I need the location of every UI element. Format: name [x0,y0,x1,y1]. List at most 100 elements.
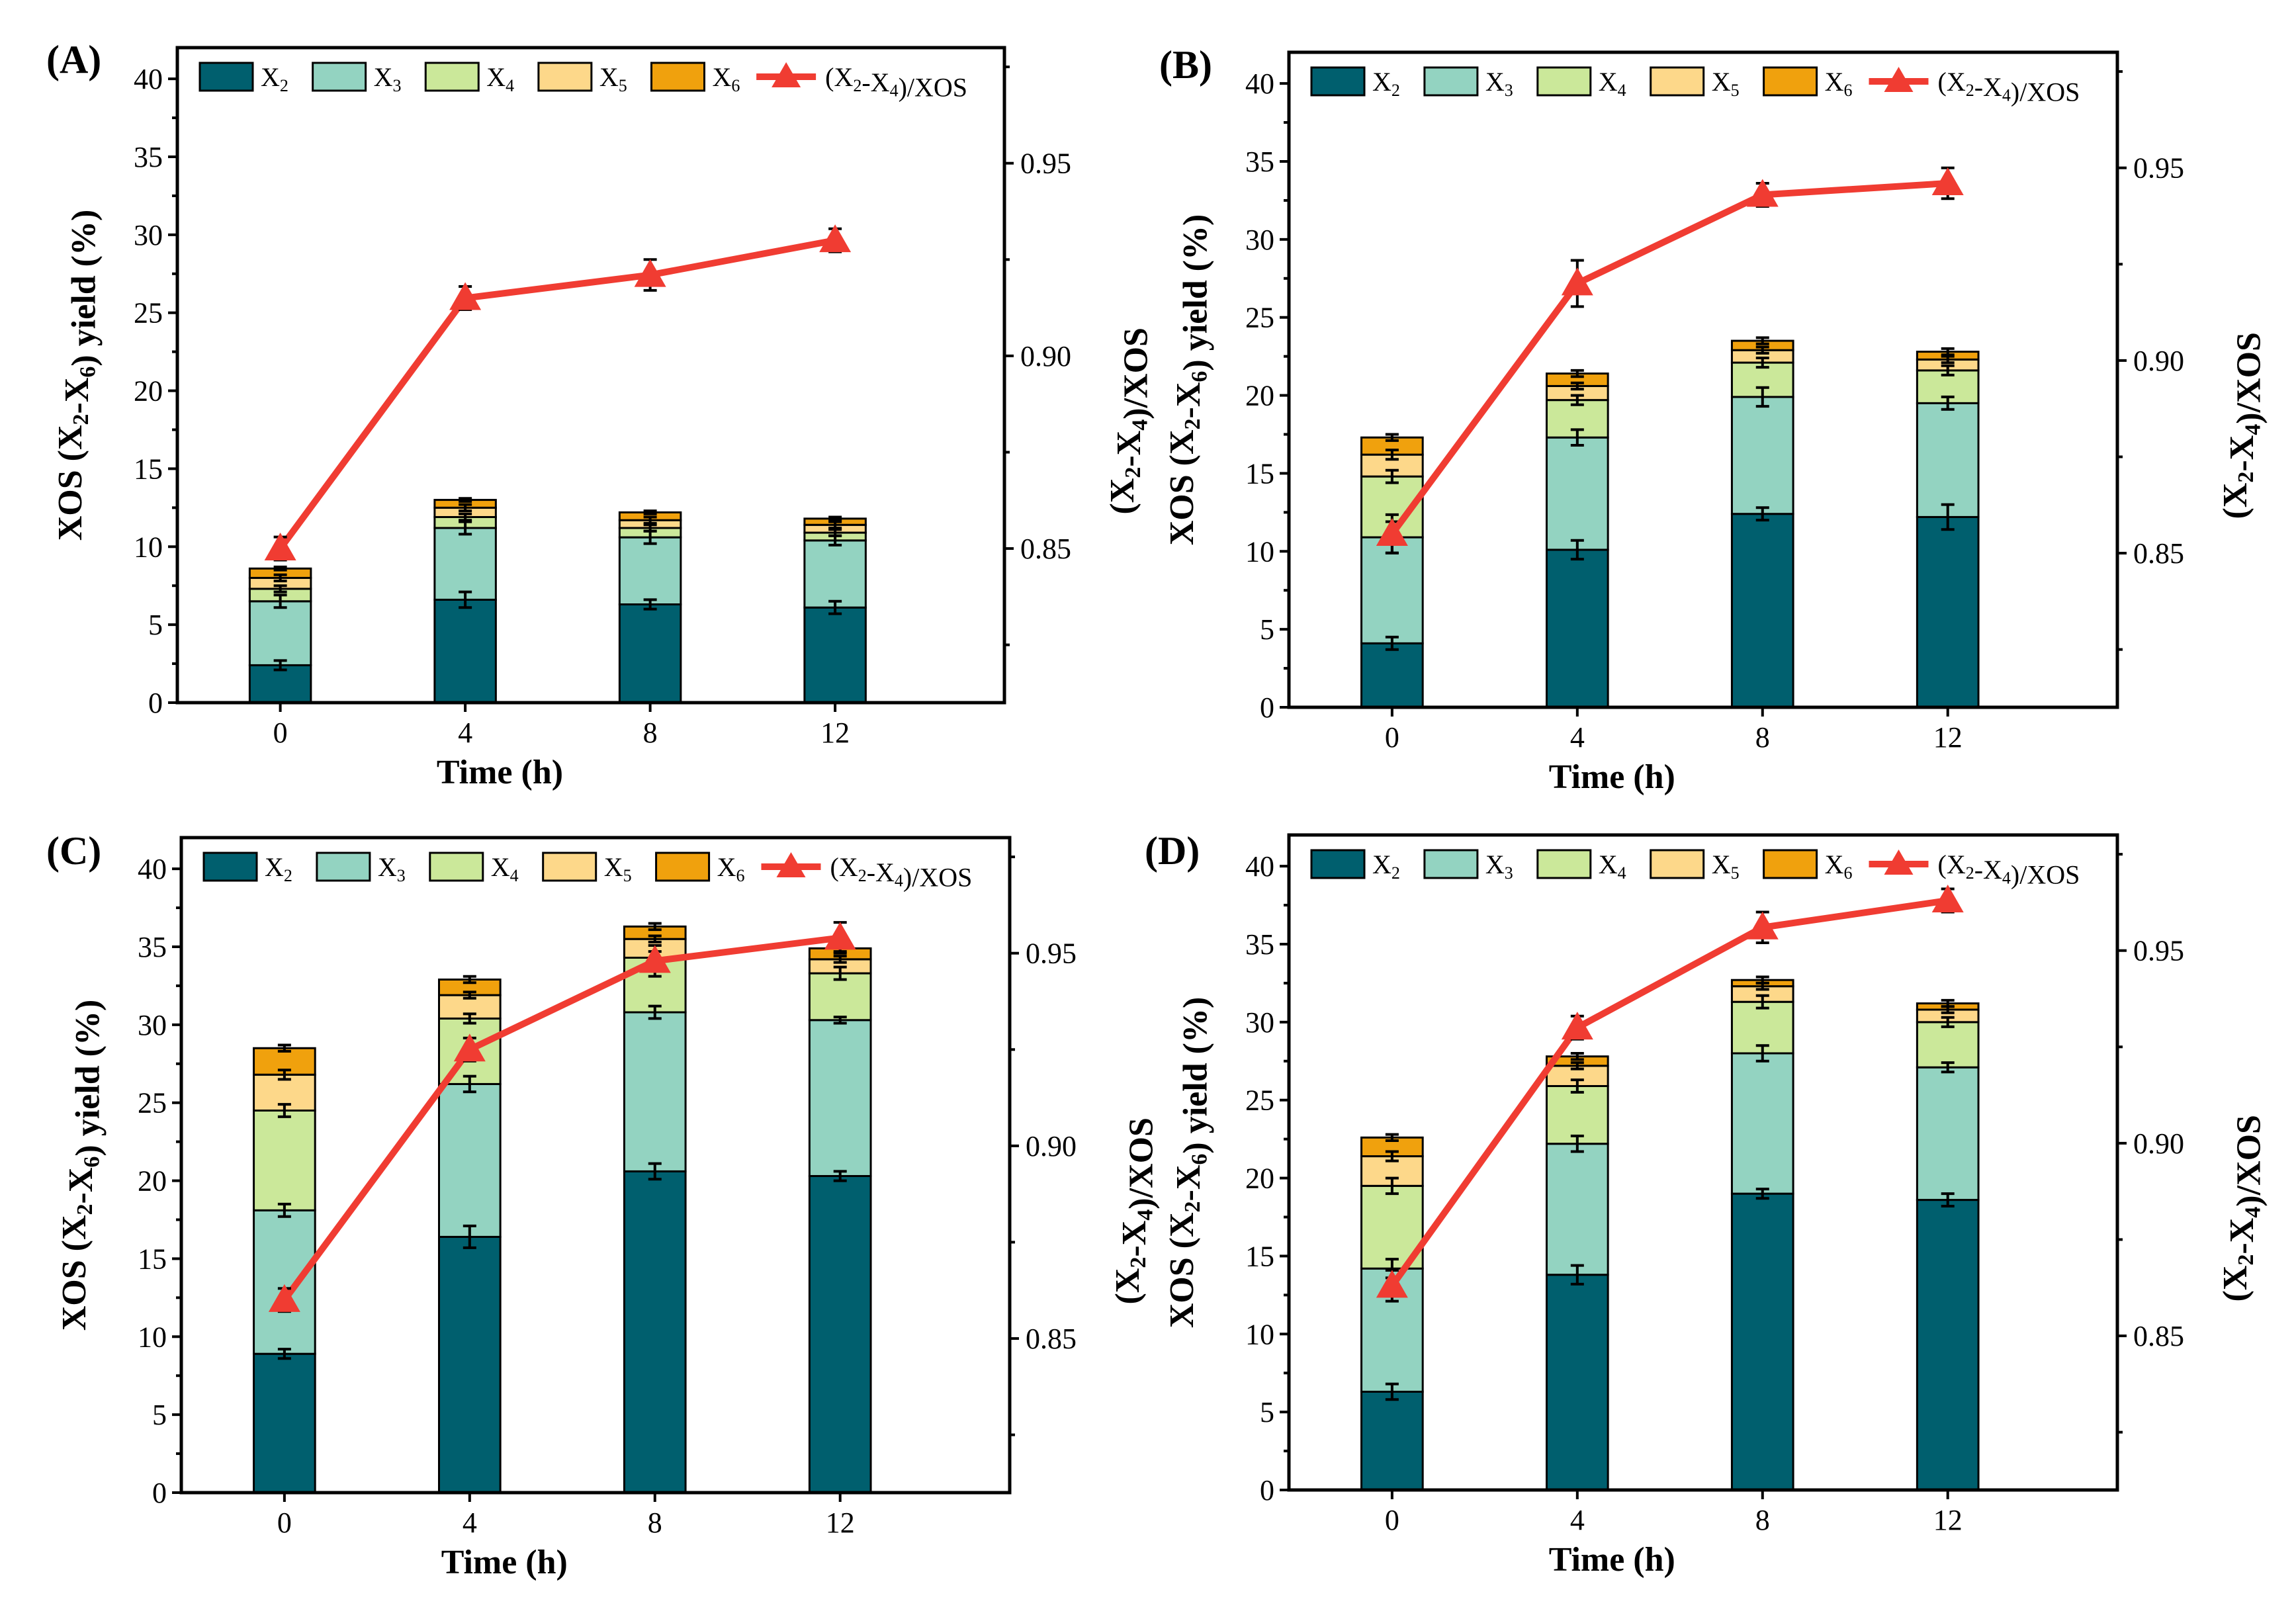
y-axis-title: XOS (X2-X6) yield (%) [52,210,103,541]
y-tick-label: 20 [1245,1162,1274,1195]
legend-ratio-marker [772,62,801,87]
bar-x3-t8 [618,536,682,606]
x-tick-label: 0 [1385,1504,1399,1536]
y-tick-label: 0 [1260,691,1274,724]
y-tick-label: 25 [134,297,163,329]
x-tick-label: 12 [820,717,850,749]
y-tick-label: 35 [1245,928,1274,961]
legend-label-x5: X5 [604,852,632,885]
x-tick-label: 4 [463,1507,477,1539]
bar-x2-t8 [1730,513,1794,709]
y-tick-label: 25 [1245,302,1274,334]
legend-label-x3: X3 [374,62,402,95]
x-tick-label: 8 [648,1507,662,1539]
x-tick-label: 0 [273,717,288,749]
ratio-line [277,237,836,551]
x-tick-label: 0 [1385,721,1399,754]
legend-label-x5: X5 [1712,67,1740,100]
legend-swatch-x6 [650,62,705,92]
ratio-marker-t12 [1931,167,1964,195]
x-tick-label: 4 [1570,721,1585,754]
y-tick-label: 15 [1245,1240,1274,1272]
bar-x3-t4 [1545,1143,1609,1276]
x-tick-label: 12 [826,1507,855,1539]
bar-x3-t12 [1916,402,1980,518]
plot-frame [175,46,1006,705]
ratio-line [1389,180,1949,536]
y-tick-label: 5 [1260,1396,1274,1428]
legend-label-x3: X3 [1485,850,1513,883]
legend-label-ratio: (X2-X4)/XOS [825,62,967,103]
y-axis-title: XOS (X2-X6) yield (%) [1163,214,1214,546]
ratio-marker-t8 [1746,911,1779,940]
legend-ratio-marker [1884,850,1914,875]
ratio-marker-t12 [824,922,856,950]
ratio-marker-t0 [1376,1270,1408,1298]
legend-label-x2: X2 [1372,67,1400,100]
y2-tick-label: 0.85 [1026,1323,1077,1355]
bar-x2-t8 [1730,1192,1794,1491]
legend-label-x5: X5 [599,62,627,95]
bar-x4-t4 [1545,1085,1609,1145]
y-tick-label: 25 [138,1087,167,1119]
y-tick-label: 35 [138,931,167,963]
ratio-marker-t8 [1746,179,1779,207]
ratio-marker-t12 [1931,885,1964,912]
y2-tick-label: 0.95 [2133,935,2184,967]
y-tick-label: 5 [148,609,163,641]
legend-label-x2: X2 [1372,850,1400,883]
y-tick-label: 20 [134,375,163,408]
legend-label-x6: X6 [1825,850,1853,883]
y-tick-label: 15 [138,1243,167,1275]
x-tick-label: 12 [1933,721,1963,754]
bar-x3-t12 [803,539,867,609]
y-tick-label: 5 [1260,613,1274,646]
x-tick-label: 8 [643,717,658,749]
y-tick-label: 10 [1245,535,1274,568]
legend-swatch-x3 [1423,849,1479,879]
legend-swatch-x3 [316,852,371,882]
legend-swatch-x3 [312,62,367,92]
panel-label: (D) [1145,829,1200,873]
legend-label-x6: X6 [717,852,745,885]
ratio-marker-t8 [639,945,671,973]
x-tick-label: 8 [1755,721,1770,754]
bar-x2-t4 [1545,1274,1609,1491]
legend-swatch-x2 [1310,849,1366,879]
y-tick-label: 40 [1245,67,1274,100]
legend-label-ratio: (X2-X4)/XOS [1937,850,2080,890]
bar-x2-t8 [623,1170,687,1494]
y2-axis-title: (X2-X4)/XOS [2217,332,2268,519]
bar-x4-t12 [1916,1021,1980,1069]
legend-swatch-x6 [655,852,711,882]
bar-x3-t0 [253,1209,316,1355]
ratio-line [281,934,841,1302]
legend-swatch-x3 [1423,66,1479,97]
y-axis-title: XOS (X2-X6) yield (%) [56,1000,107,1331]
ratio-marker-t0 [268,1284,300,1312]
y2-axis-title: (X2-X4)/XOS [1104,328,1155,514]
legend-label-x4: X4 [486,62,514,95]
panel-b: (B) 0 5 10 15 20 25 30 35 40 0.85 0.90 0.95 0 4 8 12 Time… [1159,43,2268,796]
ratio-line [1389,897,1949,1288]
y2-tick-label: 0.85 [1020,533,1071,565]
legend-label-ratio: (X2-X4)/XOS [1937,67,2080,107]
y2-tick-label: 0.95 [2133,152,2184,185]
y2-tick-label: 0.90 [1020,340,1071,372]
y2-tick-label: 0.90 [2133,345,2184,377]
x-axis-title: Time (h) [1549,1541,1675,1579]
legend: X2 X3 X4 X5 X6 (X2-X4)/XOS [202,852,972,893]
y-tick-label: 20 [1245,380,1274,412]
plot-frame [1287,50,2119,709]
y2-axis-title: (X2-X4)/XOS [1109,1117,1160,1304]
y-tick-label: 30 [134,219,163,251]
ratio-marker-t8 [634,259,666,287]
y-tick-label: 40 [134,63,163,95]
y-tick-label: 0 [152,1477,167,1509]
bar-x3-t0 [248,600,312,666]
ratio-marker-t4 [1561,1012,1593,1040]
bar-x3-t4 [433,527,497,601]
y-tick-label: 25 [1245,1084,1274,1117]
x-tick-label: 4 [1570,1504,1585,1536]
y-axis-title: XOS (X2-X6) yield (%) [1163,997,1214,1329]
